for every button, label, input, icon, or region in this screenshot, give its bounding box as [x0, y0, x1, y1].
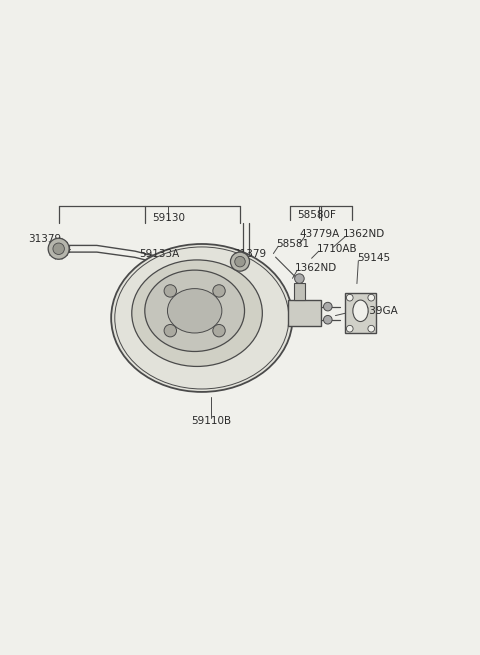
FancyBboxPatch shape [294, 284, 305, 300]
Ellipse shape [111, 244, 292, 392]
Text: 58580F: 58580F [297, 210, 336, 220]
Ellipse shape [132, 260, 263, 366]
Circle shape [230, 252, 250, 271]
Ellipse shape [168, 289, 222, 333]
Circle shape [213, 285, 225, 297]
FancyBboxPatch shape [288, 300, 321, 326]
Circle shape [53, 243, 64, 255]
Text: 31379: 31379 [28, 234, 61, 244]
Circle shape [324, 316, 332, 324]
Circle shape [164, 285, 177, 297]
Text: 59110B: 59110B [192, 415, 231, 426]
Circle shape [368, 326, 374, 332]
Text: 1362ND: 1362ND [295, 263, 337, 273]
Ellipse shape [353, 300, 368, 322]
Text: 59133A: 59133A [139, 248, 179, 259]
Circle shape [295, 274, 304, 284]
Circle shape [347, 294, 353, 301]
Circle shape [324, 303, 332, 311]
Text: 1710AB: 1710AB [316, 244, 357, 253]
Circle shape [164, 324, 177, 337]
Circle shape [368, 294, 374, 301]
Text: 1339GA: 1339GA [357, 306, 399, 316]
Circle shape [213, 324, 225, 337]
Text: 59145: 59145 [357, 253, 390, 263]
Circle shape [48, 238, 69, 259]
Circle shape [235, 256, 245, 267]
FancyBboxPatch shape [345, 293, 376, 333]
Circle shape [347, 326, 353, 332]
Text: 1362ND: 1362ND [343, 229, 385, 240]
Text: 43779A: 43779A [300, 229, 340, 240]
Text: 31379: 31379 [233, 248, 266, 259]
Ellipse shape [145, 270, 244, 352]
Text: 59130: 59130 [152, 213, 185, 223]
Text: 58581: 58581 [276, 239, 309, 249]
